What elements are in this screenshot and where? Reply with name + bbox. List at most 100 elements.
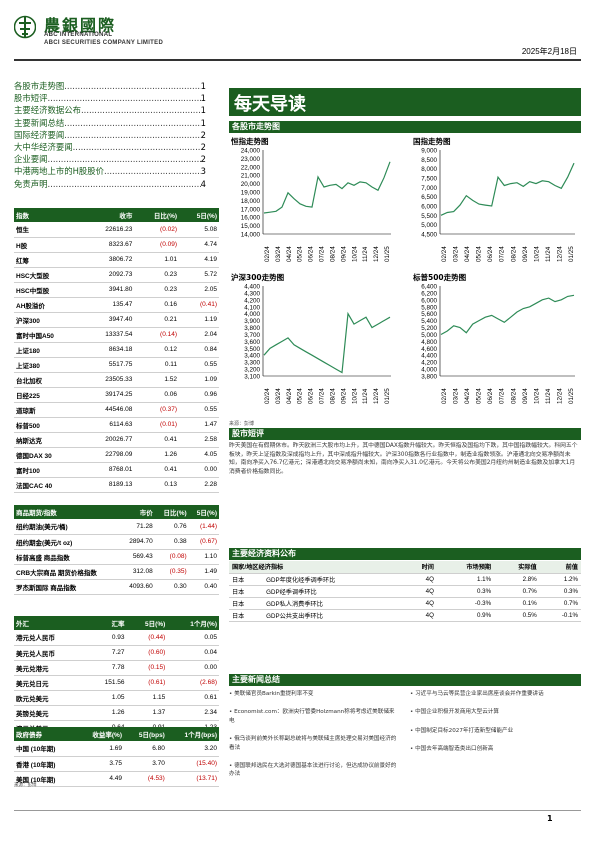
x-tick-label: 11/24	[362, 388, 369, 404]
x-tick-label: 03/24	[453, 388, 460, 404]
table-cell: 0.76	[154, 519, 189, 535]
x-tick-label: 12/24	[556, 246, 563, 262]
toc-item[interactable]: 大中华经济要闻 2	[14, 141, 206, 153]
table-cell: 1.15	[126, 690, 168, 706]
table-cell: (0.14)	[134, 327, 180, 343]
table-cell: 0.40	[188, 579, 219, 595]
y-tick-label: 8,500	[421, 157, 437, 164]
table-row: 日本 GDP公共支出季环比 4Q 0.9% 0.5% -0.1%	[229, 609, 581, 622]
table-cell: 3947.40	[83, 312, 135, 328]
x-tick-label: 01/25	[568, 246, 575, 262]
y-tick-label: 4,800	[421, 339, 437, 346]
table-row: CRB大宗商品 期货价格指数 312.08 (0.35) 1.49	[14, 564, 219, 580]
column-header: 前值	[539, 561, 581, 574]
table-row: 罗杰斯国际 商品指数 4093.60 0.30 0.40	[14, 579, 219, 595]
news-item: 德国联邦选民在大选对德国基本法进行讨论，但达成协议前景好的办法	[229, 762, 399, 779]
table-row: 纽约期金(美元/t oz) 2894.70 0.38 (0.67)	[14, 534, 219, 550]
row-label: 纽约期金(美元/t oz)	[14, 534, 121, 550]
table-cell: 0.06	[134, 387, 180, 403]
toc-item-page: 2	[200, 142, 206, 153]
toc-item[interactable]: 各股市走势图 1	[14, 80, 206, 92]
table-row: 纽约期油(美元/桶) 71.28 0.76 (1.44)	[14, 519, 219, 535]
column-header: 日比(%)	[154, 505, 189, 519]
x-tick-label: 01/25	[568, 388, 575, 404]
table-cell: 0.00	[179, 462, 219, 478]
column-header: 收益率(%)	[75, 727, 124, 741]
chart-title-hsi: 恒指走势图	[231, 137, 269, 146]
x-tick-label: 07/24	[499, 388, 506, 404]
row-label: 标普500	[14, 417, 84, 433]
news-item: 中国去年高端智造类出口创新高	[410, 745, 581, 753]
toc-leader	[48, 92, 201, 104]
y-tick-label: 6,000	[421, 204, 437, 211]
y-tick-label: 5,400	[421, 318, 437, 325]
toc-item[interactable]: 主要新闻总结 1	[14, 117, 206, 129]
x-tick-label: 03/24	[275, 246, 282, 262]
y-tick-label: 24,000	[241, 148, 261, 155]
table-cell: 1.26	[134, 447, 180, 463]
column-header: 5日(%)	[179, 208, 219, 222]
x-tick-label: 06/24	[487, 388, 494, 404]
x-tick-label: 07/24	[319, 388, 326, 404]
column-header: 商品期货/指数	[14, 505, 121, 519]
index-table: 指数 收市 日比(%) 5日(%) 恒生 22616.23 (0.02) 5.08 H股 8323…	[14, 208, 219, 493]
toc-item-label: 企业要闻	[14, 154, 48, 165]
x-tick-label: 08/24	[510, 388, 517, 404]
row-label: 日本	[229, 573, 264, 586]
y-tick-label: 4,300	[244, 290, 260, 297]
x-tick-label: 03/24	[275, 388, 282, 404]
table-row: 美元兑港元 7.78 (0.15) 0.00	[14, 660, 219, 676]
table-cell: 0.55	[179, 357, 219, 373]
toc-item-page: 3	[200, 166, 206, 177]
footer-divider	[14, 810, 581, 811]
table-row: HSC大型股 2092.73 0.23 5.72	[14, 267, 219, 283]
y-tick-label: 3,300	[244, 360, 260, 367]
y-tick-label: 5,200	[421, 325, 437, 332]
table-cell: 0.41	[134, 462, 180, 478]
x-tick-label: 11/24	[545, 388, 552, 404]
column-header: 市价	[120, 505, 155, 519]
column-header: 1个月(%)	[167, 616, 219, 630]
table-cell: 3.75	[75, 756, 124, 772]
chart-title-csi300: 沪深300走势图	[231, 273, 285, 282]
series-line	[263, 161, 391, 214]
toc-item[interactable]: 股市短评 1	[14, 92, 206, 104]
table-cell: (15.40)	[166, 756, 219, 772]
brand-name-en: ABC INTERNATIONAL	[44, 32, 113, 38]
table-row: 富时100 8768.01 0.41 0.00	[14, 462, 219, 478]
charts-section-header: 各股市走势图	[229, 121, 581, 133]
table-cell: 8768.01	[83, 462, 135, 478]
row-label: 美元兑港元	[14, 660, 87, 676]
toc-item-page: 1	[200, 117, 206, 128]
table-row: 台北加权 23505.33 1.52 1.09	[14, 372, 219, 388]
toc-item[interactable]: 主要经济数据公布 1	[14, 104, 206, 116]
toc-leader	[81, 104, 201, 116]
toc-item[interactable]: 企业要闻 2	[14, 153, 206, 165]
y-tick-label: 20,000	[241, 181, 261, 188]
table-cell: 0.04	[167, 645, 219, 661]
toc-item-page: 2	[200, 154, 206, 165]
x-tick-label: 08/24	[329, 246, 336, 262]
x-tick-label: 05/24	[476, 388, 483, 404]
row-label: H股	[14, 237, 84, 253]
page-title: 每天导读	[234, 94, 306, 115]
row-label: GDP年度化经季调季环比	[263, 573, 403, 586]
news-list-right: 习近平与马云等民营企业家出席座谈会并作重要讲话中国企业积极开发商用大型云计算中国…	[410, 690, 581, 764]
table-cell: 1.05	[86, 690, 127, 706]
row-label: HSC大型股	[14, 267, 84, 283]
table-cell: 0.1%	[494, 597, 540, 610]
toc-item[interactable]: 免责声明 4	[14, 178, 206, 190]
toc-item[interactable]: 国际经济要闻 2	[14, 129, 206, 141]
x-tick-label: 12/24	[373, 246, 380, 262]
row-label: 香港 (10年期)	[14, 756, 76, 772]
chart-sp500: 6,4006,2006,0005,8005,6005,4005,2005,000…	[421, 284, 575, 404]
chart-source-note: 来源：彭博	[229, 421, 255, 427]
market-commentary: 昨天美国在有假期休市。昨天欧洲三大股市均上升，其中德国DAX指数升幅较大。昨天恒…	[229, 443, 578, 475]
table-cell: 4Q	[402, 585, 437, 598]
table-row: 德国DAX 30 22798.09 1.26 4.05	[14, 447, 219, 463]
column-header: 国家/地区经济指标	[229, 561, 403, 574]
x-tick-label: 08/24	[329, 388, 336, 404]
toc-item[interactable]: 中港两地上市的H股股价 3	[14, 165, 206, 177]
table-cell: (13.71)	[166, 771, 219, 787]
toc-item-label: 主要新闻总结	[14, 117, 65, 128]
